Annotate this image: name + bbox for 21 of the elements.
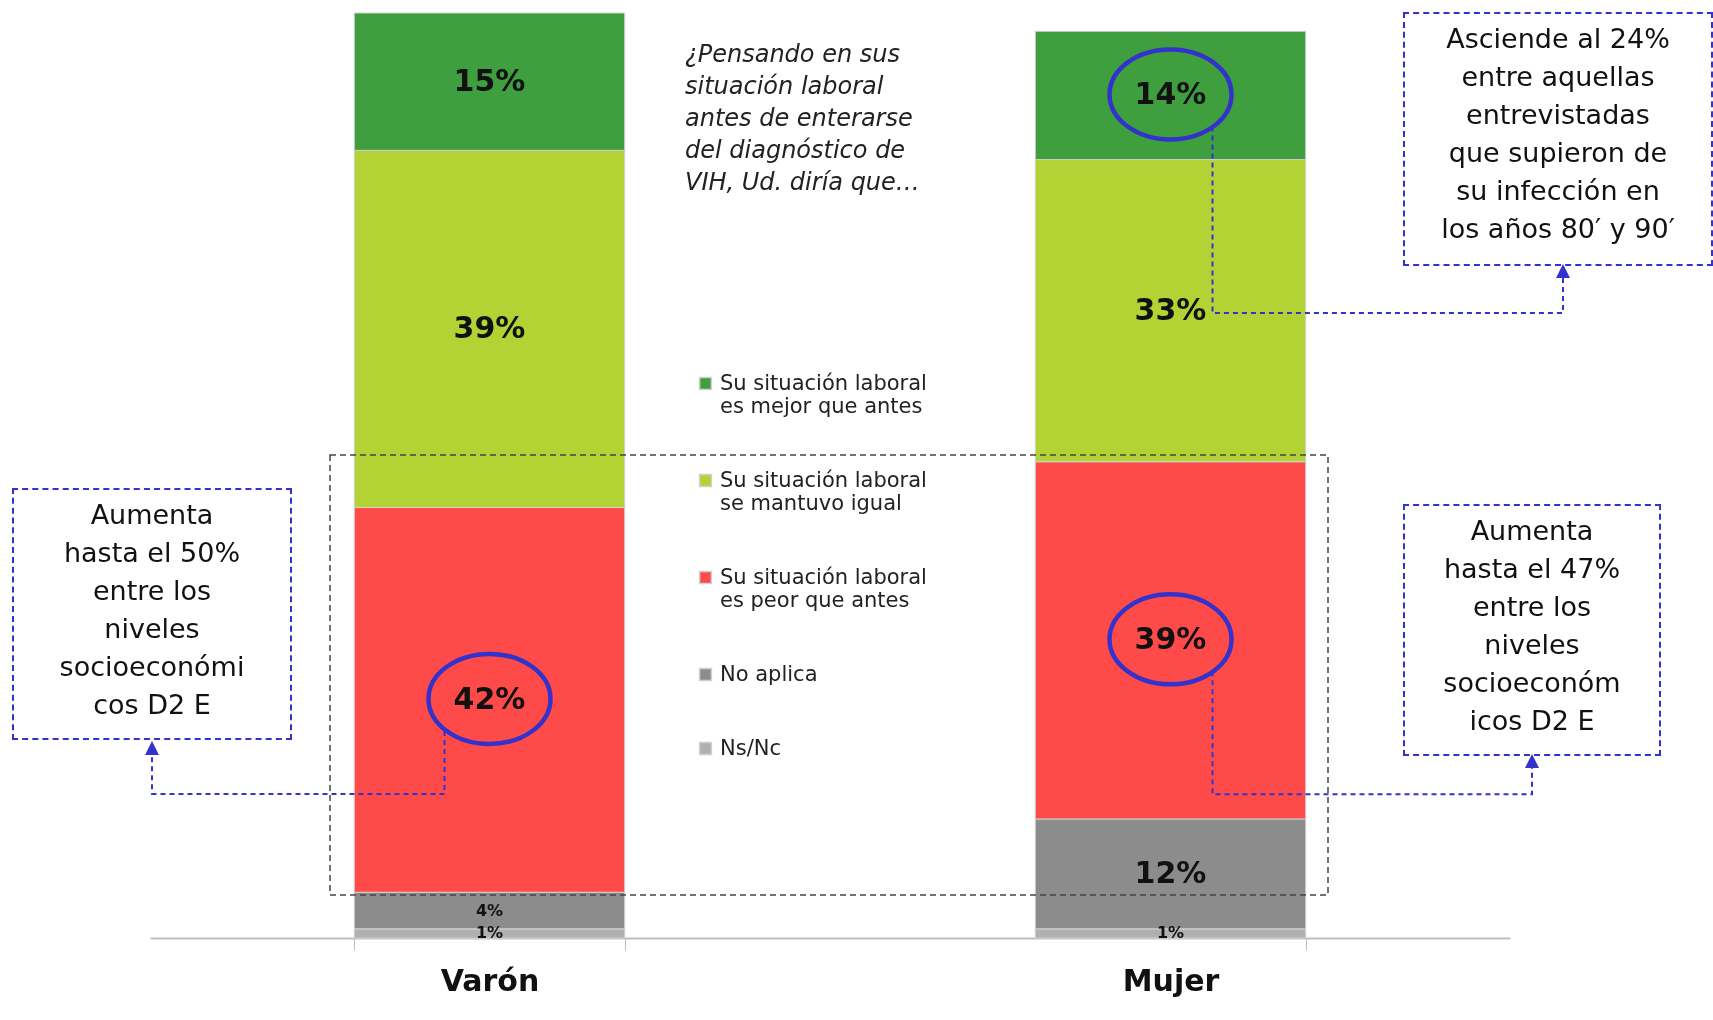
data-label: 1% — [475, 923, 504, 943]
legend-label: Su situación laboral es peor que antes — [720, 564, 927, 612]
data-label: 39% — [453, 309, 526, 345]
data-label: 15% — [453, 62, 526, 98]
annotation: ¿Pensando en sus situación laboral antes de enterarse del diagnóstico de VIH, Ud. diría que… — [685, 39, 921, 198]
data-label: 14% — [1134, 76, 1207, 112]
x-tick-label: Mujer — [1122, 962, 1220, 998]
legend-label: Su situación laboral se mantuvo igual — [720, 467, 927, 515]
legend-label: Su situación laboral es mejor que antes — [720, 370, 927, 418]
text: Asciende al 24% entre aquellas entrevistadas que supieron de su infección en los años 80′ y 90′ — [1440, 22, 1676, 246]
data-label: 33% — [1134, 291, 1207, 327]
data-label: 12% — [1134, 854, 1207, 890]
data-label: 4% — [475, 900, 504, 920]
data-label: 39% — [1134, 621, 1207, 657]
legend-label: No aplica — [720, 661, 818, 686]
data-label: 42% — [453, 680, 526, 716]
data-label: 1% — [1156, 923, 1185, 943]
legend-label: Ns/Nc — [720, 735, 781, 760]
text: Aumenta hasta el 50% entre los niveles socioeconómi cos D2 E — [58, 498, 246, 722]
x-tick-label: Varón — [440, 962, 540, 998]
text: Aumenta hasta el 47% entre los niveles socioeconóm icos D2 E — [1442, 514, 1622, 738]
